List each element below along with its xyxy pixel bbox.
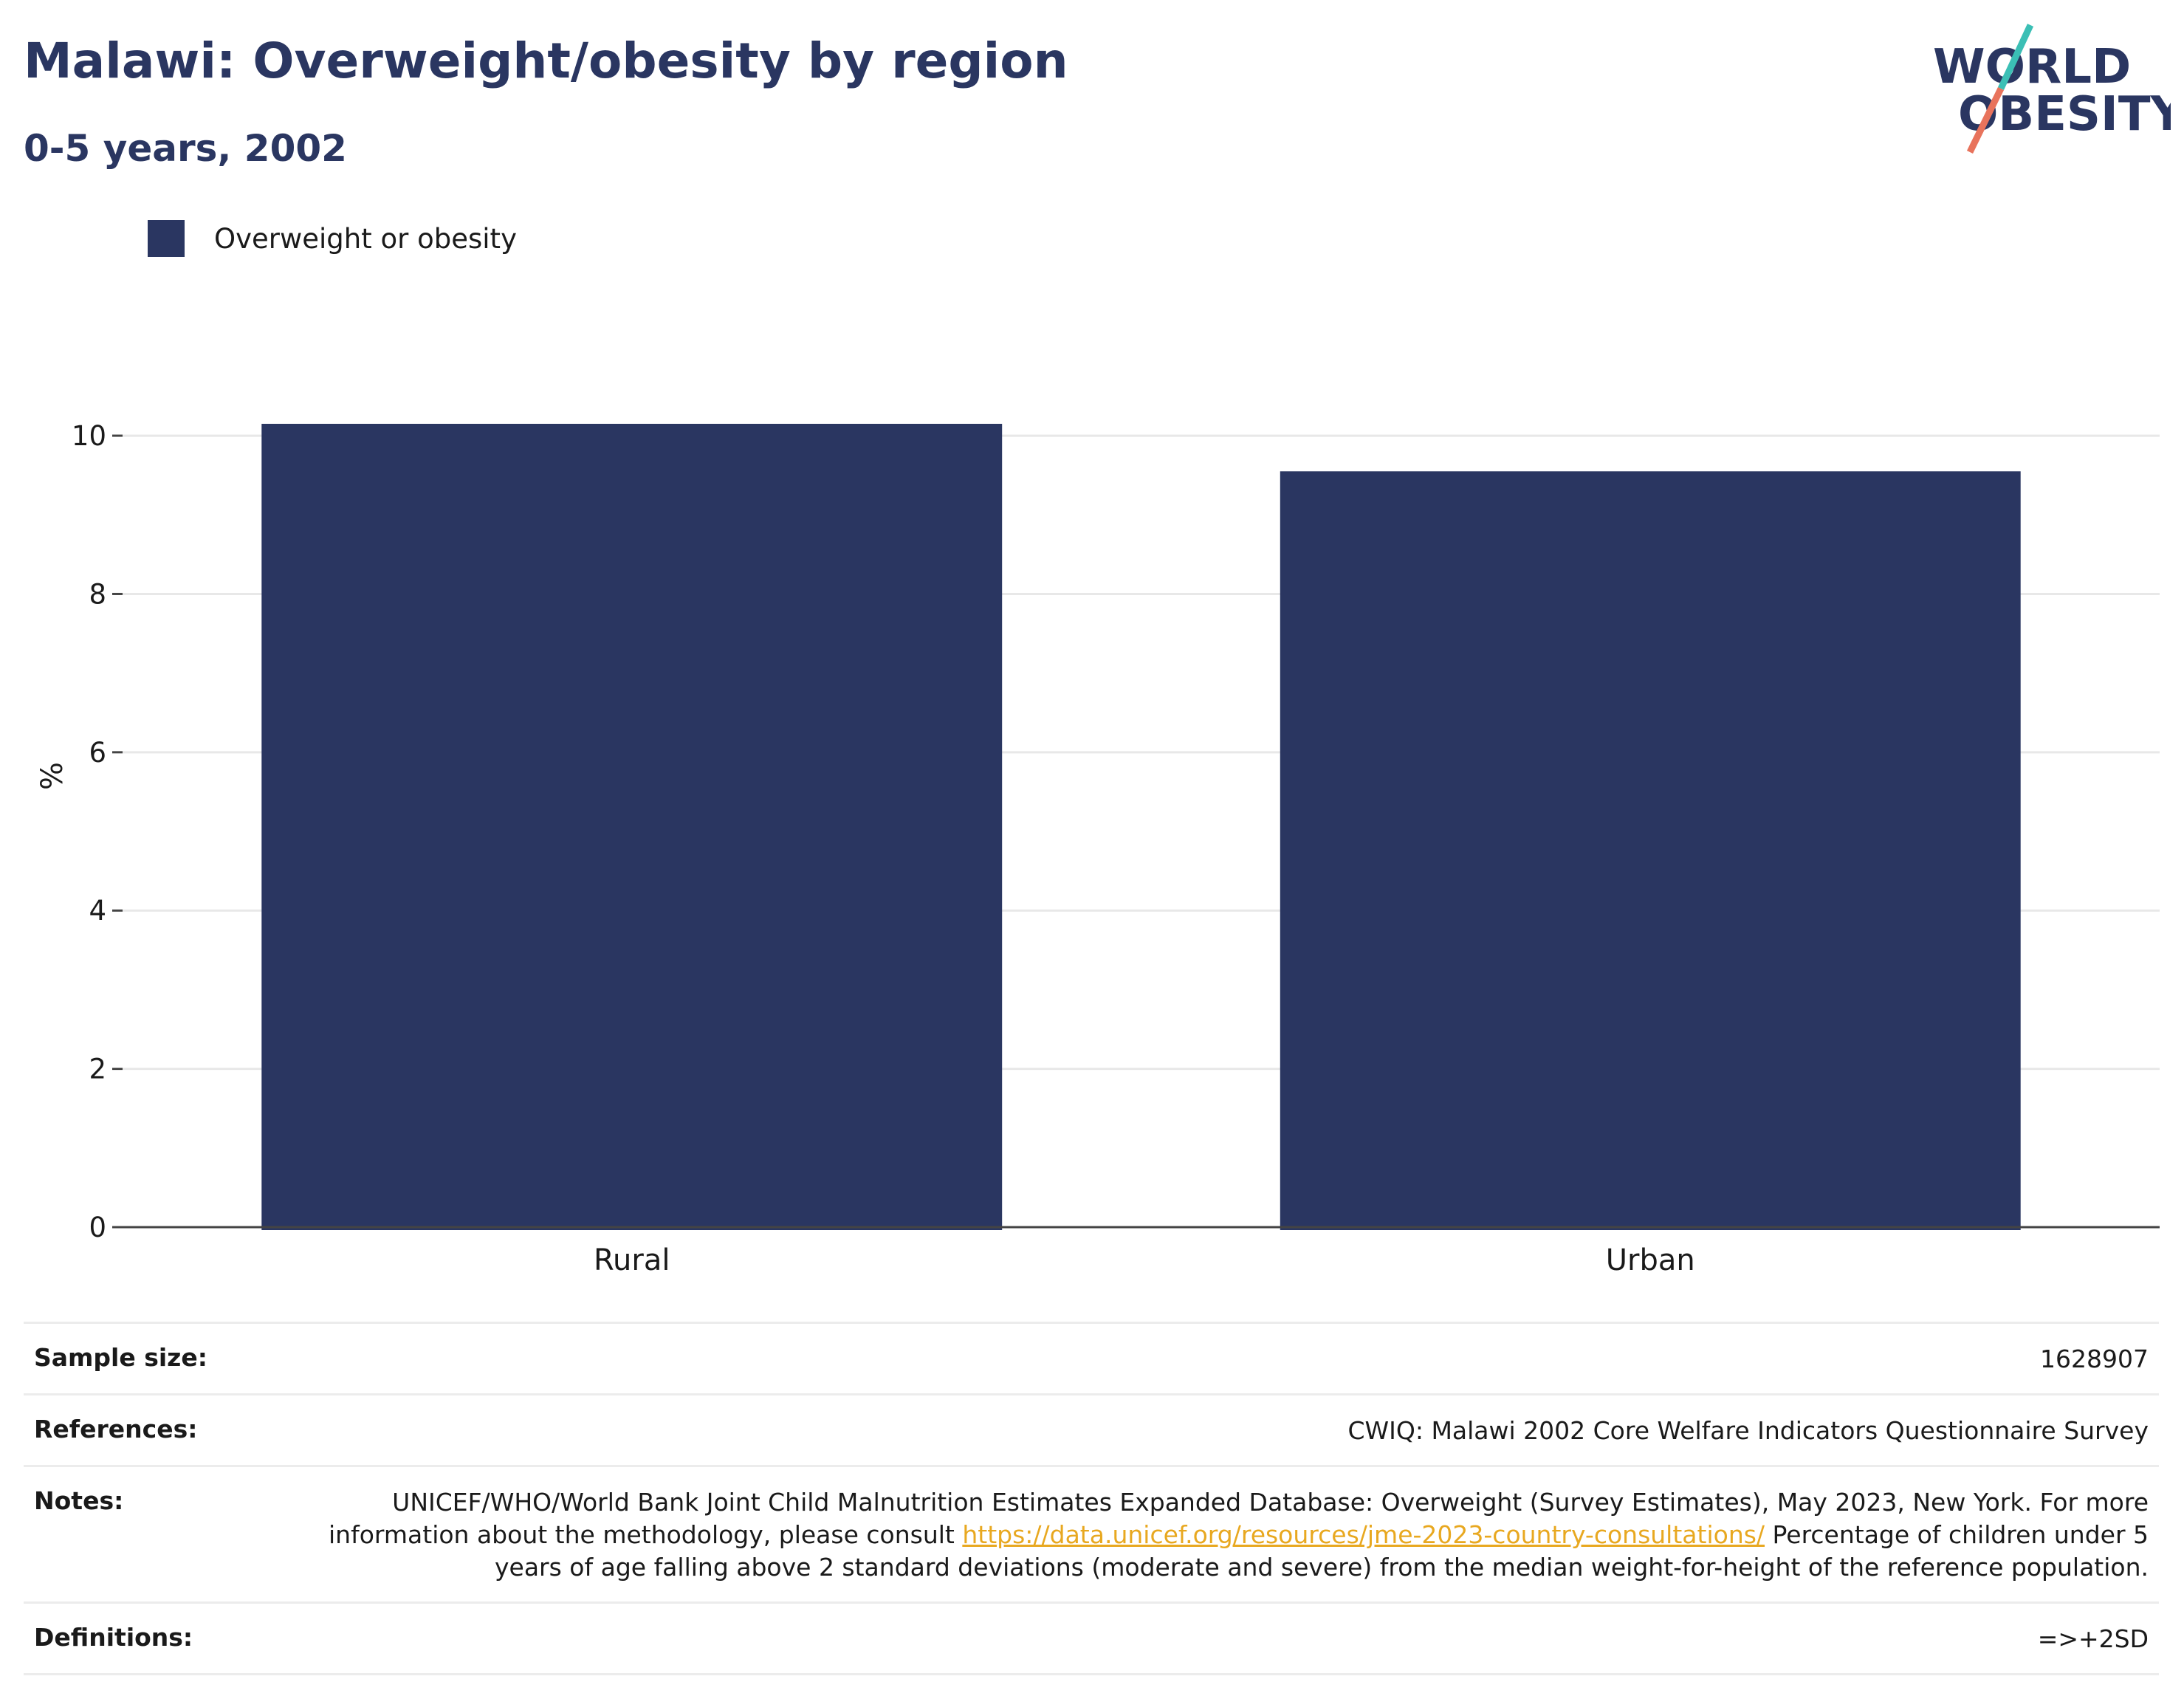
legend: Overweight or obesity <box>148 220 517 257</box>
references-label: References: <box>34 1415 198 1443</box>
notes-label: Notes: <box>34 1486 124 1515</box>
references-value: CWIQ: Malawi 2002 Core Welfare Indicator… <box>1347 1416 2149 1445</box>
info-row-definitions: Definitions: =>+2SD <box>24 1601 2159 1675</box>
legend-label: Overweight or obesity <box>214 222 517 255</box>
notes-text-after: Percentage of children under 5 years of … <box>495 1520 2149 1582</box>
chart-title: Malawi: Overweight/obesity by region <box>24 32 1068 89</box>
notes-value: UNICEF/WHO/World Bank Joint Child Malnut… <box>317 1486 2149 1584</box>
y-tick-label: 0 <box>89 1212 106 1243</box>
legend-swatch <box>148 220 185 257</box>
sample-size-label: Sample size: <box>34 1343 207 1372</box>
definitions-label: Definitions: <box>34 1623 193 1652</box>
chart-subtitle: 0-5 years, 2002 <box>24 127 347 170</box>
bar-chart: 0 2 4 6 8 10% Rural Urban <box>35 420 2160 1277</box>
y-tick-label: 8 <box>89 578 106 610</box>
y-tick-label: 2 <box>89 1054 106 1085</box>
y-axis-label: % <box>35 762 69 790</box>
info-row-sample-size: Sample size: 1628907 <box>24 1322 2159 1393</box>
sample-size-value: 1628907 <box>2040 1345 2149 1373</box>
x-tick-label: Urban <box>1606 1243 1695 1277</box>
logo-text-line1: WORLD <box>1933 40 2131 95</box>
notes-link[interactable]: https://data.unicef.org/resources/jme-20… <box>962 1520 1765 1549</box>
y-tick-label: 4 <box>89 895 106 927</box>
notes-text-before: UNICEF/WHO/World Bank Joint Child Malnut… <box>329 1488 2149 1549</box>
y-tick-label: 10 <box>72 420 106 452</box>
definitions-value: =>+2SD <box>2037 1624 2149 1653</box>
bar-rural <box>261 423 1003 1230</box>
bar-urban <box>1280 471 2021 1230</box>
info-row-references: References: CWIQ: Malawi 2002 Core Welfa… <box>24 1393 2159 1465</box>
y-tick-label: 6 <box>89 737 106 769</box>
info-row-notes: Notes: UNICEF/WHO/World Bank Joint Child… <box>24 1465 2159 1601</box>
x-tick-label: Rural <box>594 1243 670 1277</box>
info-table: Sample size: 1628907 References: CWIQ: M… <box>24 1322 2159 1675</box>
world-obesity-logo: WORLD OBESITY <box>1933 24 2171 154</box>
